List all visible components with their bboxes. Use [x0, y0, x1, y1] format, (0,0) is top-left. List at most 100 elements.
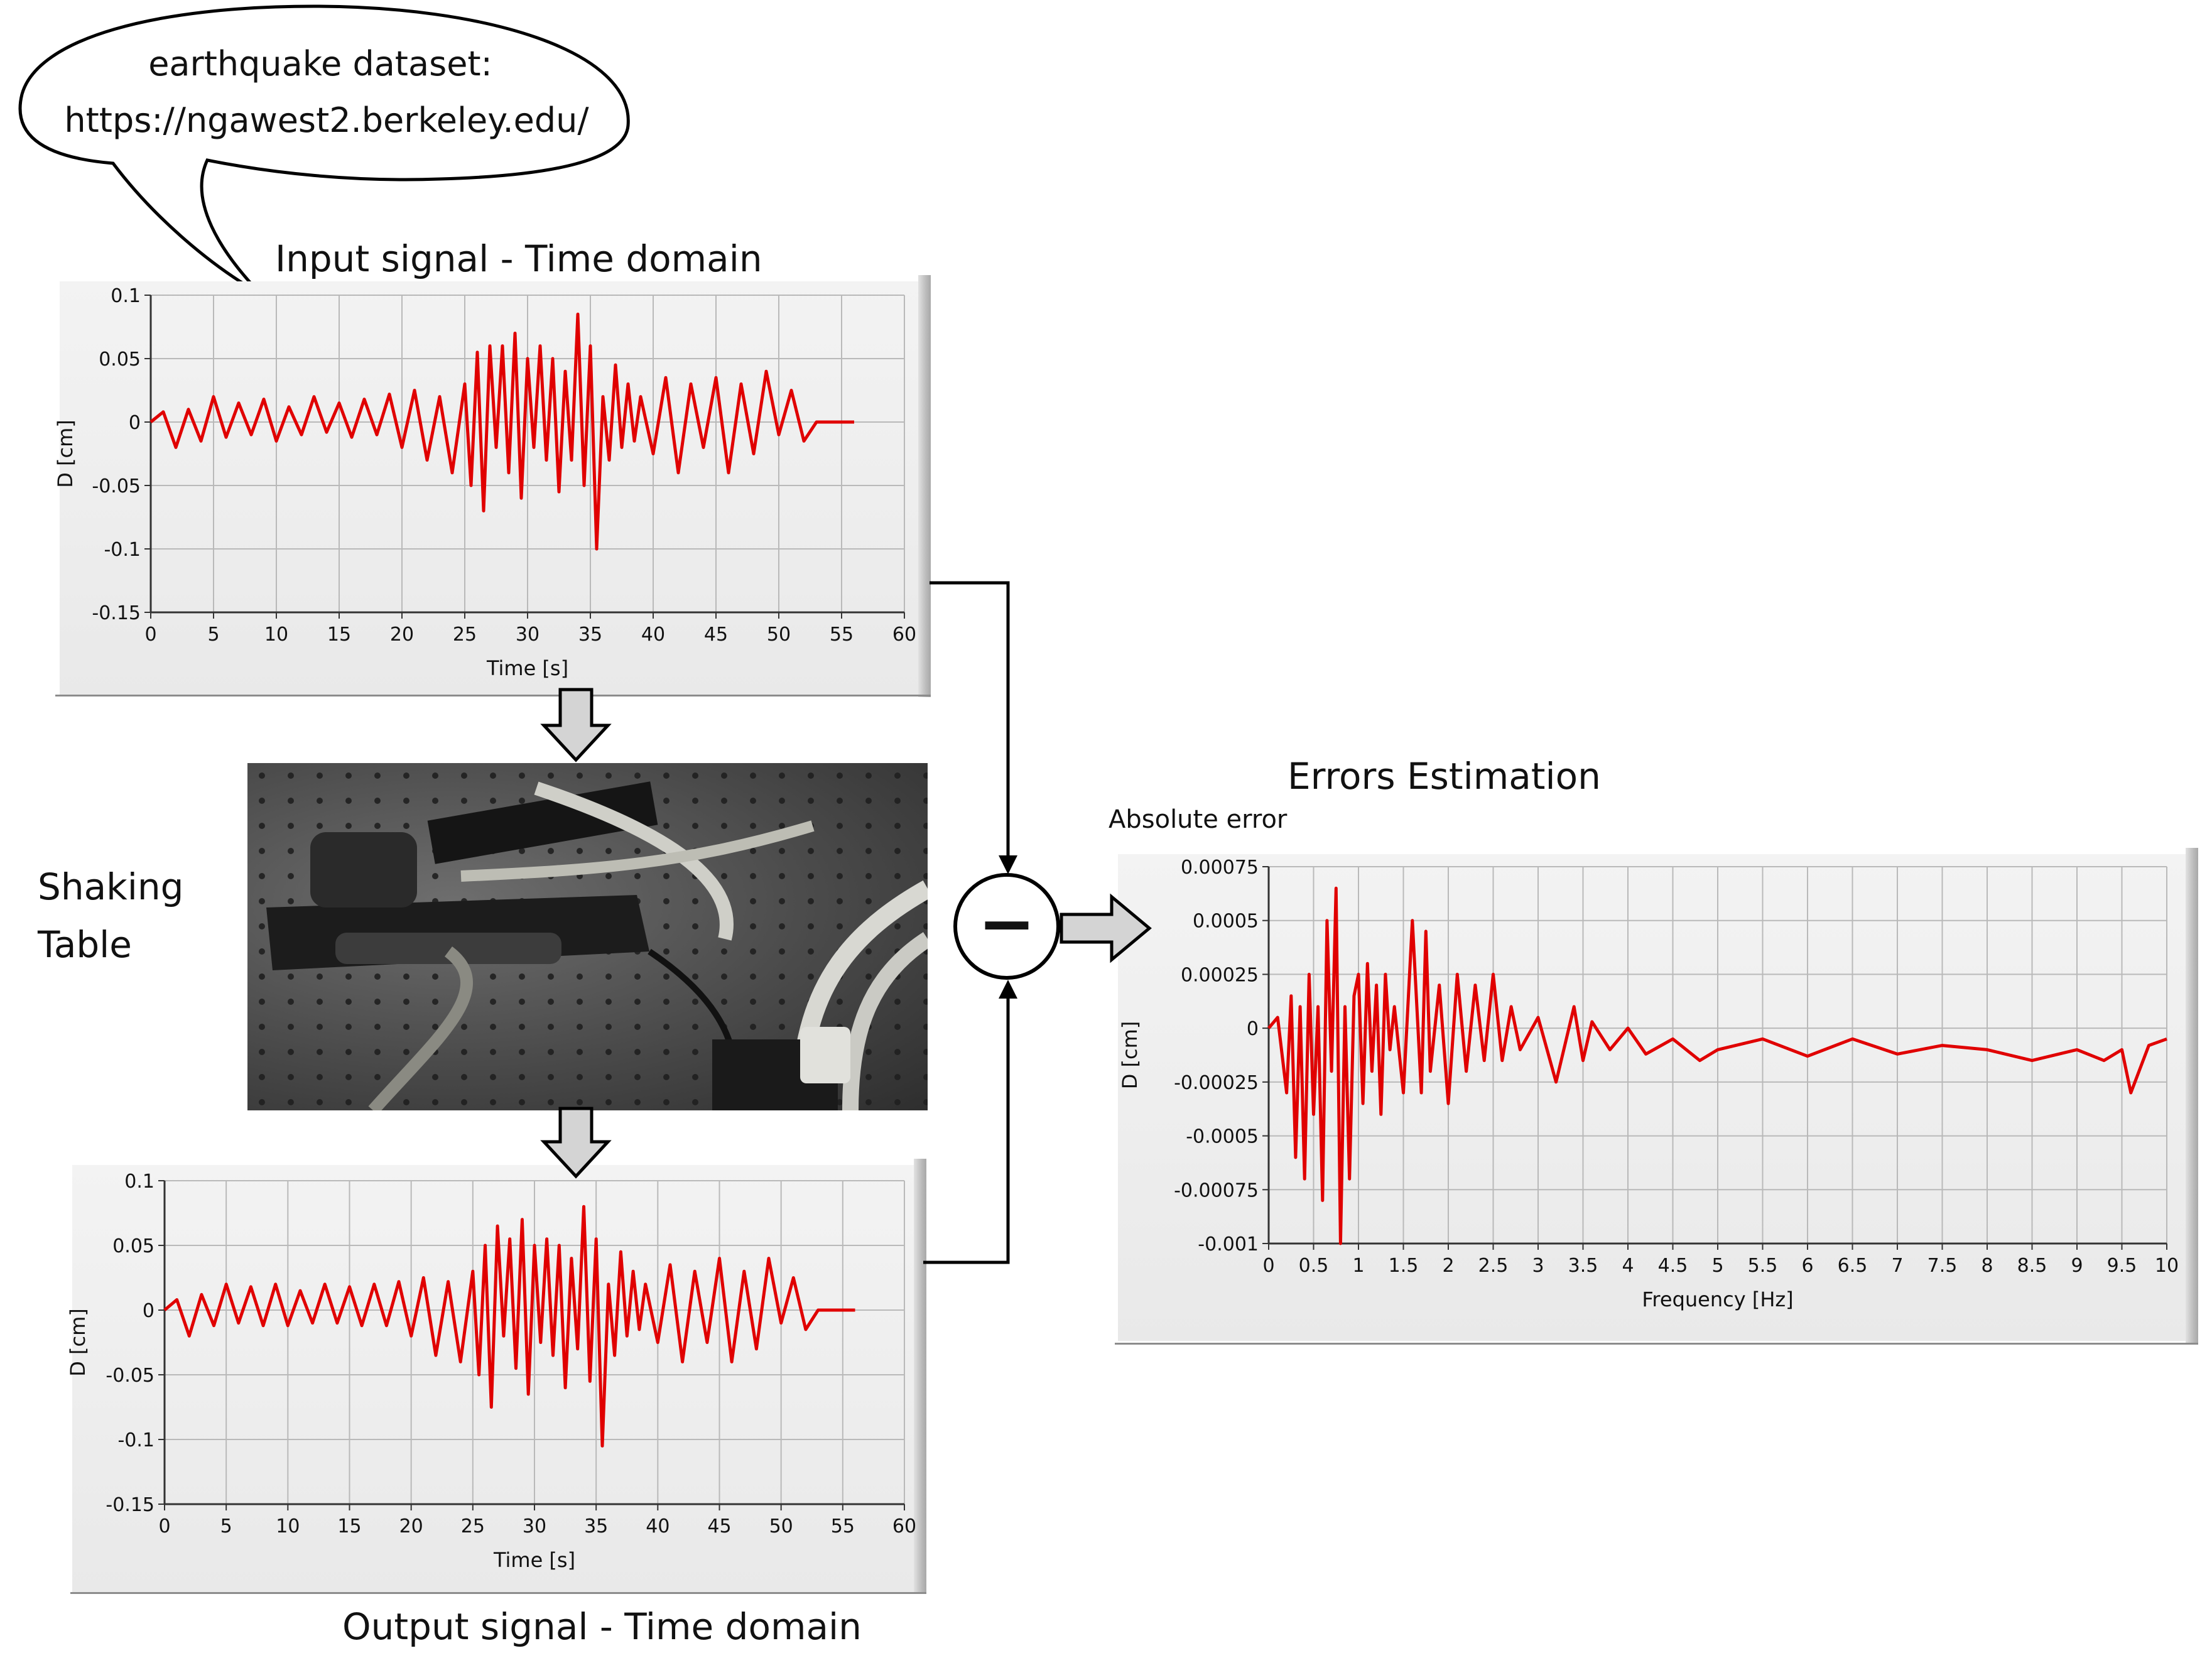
output-x-tick-label: 5: [220, 1515, 232, 1537]
errors-x-tick-label: 3.5: [1568, 1255, 1598, 1277]
errors-y-tick-label: 0.00025: [1181, 964, 1259, 986]
output-x-tick-label: 60: [892, 1515, 916, 1537]
input-x-tick-label: 60: [892, 624, 916, 646]
errors-x-tick-label: 1.5: [1389, 1255, 1419, 1277]
errors-x-tick-label: 9: [2071, 1255, 2083, 1277]
output-y-tick-label: -0.15: [106, 1494, 155, 1516]
errors-x-tick-label: 7: [1891, 1255, 1903, 1277]
errors-x-tick-label: 8.5: [2017, 1255, 2047, 1277]
input-series-line: [149, 312, 854, 551]
subtractor-circle: [953, 873, 1060, 980]
input-x-tick-label: 20: [390, 624, 414, 646]
output-x-tick-label: 0: [158, 1515, 170, 1537]
right-arrow: [1060, 893, 1152, 963]
output-signal-chart: 0 5 10 15 20 25 30 35 40 45 50 55 60 0.1 0.05 0 -0.05 -0.…: [66, 1171, 916, 1572]
errors-x-tick-label: 1: [1352, 1255, 1364, 1277]
shaking-table-label-line2: Table: [38, 923, 132, 966]
output-x-tick-label: 30: [523, 1515, 546, 1537]
errors-x-tick-label: 9.5: [2107, 1255, 2137, 1277]
input-x-tick-label: 0: [144, 624, 156, 646]
output-x-tick-label: 20: [399, 1515, 423, 1537]
input-chart-panel-edge: [918, 275, 931, 697]
errors-y-axis-label: D [cm]: [1118, 1021, 1142, 1090]
errors-x-tick-label: 10: [2155, 1255, 2179, 1277]
errors-x-tick-label: 2: [1442, 1255, 1454, 1277]
input-connector-arrowhead: [999, 855, 1017, 874]
output-x-tick-label: 25: [461, 1515, 485, 1537]
errors-x-tick-label: 4.5: [1658, 1255, 1688, 1277]
shaking-table-photo: [247, 763, 928, 1110]
errors-estimation-title: Errors Estimation: [1288, 755, 1601, 798]
shaking-table-label-line1: Shaking: [38, 865, 184, 908]
errors-x-tick-label: 5.5: [1748, 1255, 1778, 1277]
errors-y-tick-label: 0: [1247, 1018, 1259, 1040]
input-x-tick-label: 5: [207, 624, 219, 646]
input-y-tick-label: 0.05: [99, 349, 141, 371]
errors-y-tick-label: -0.00075: [1174, 1179, 1259, 1201]
input-signal-title: Input signal - Time domain: [275, 237, 762, 280]
bubble-line-1: earthquake dataset:: [148, 44, 492, 84]
output-series-line: [163, 1205, 855, 1448]
input-connector-line: [930, 581, 1010, 859]
input-x-tick-label: 10: [264, 624, 288, 646]
errors-y-tick-label: -0.0005: [1186, 1126, 1259, 1148]
down-arrow-2: [540, 1107, 612, 1179]
errors-x-tick-label: 0.5: [1299, 1255, 1329, 1277]
output-x-tick-label: 10: [276, 1515, 300, 1537]
output-y-tick-label: 0.1: [124, 1171, 155, 1193]
errors-x-tick-label: 0: [1262, 1255, 1274, 1277]
errors-x-tick-label: 2.5: [1478, 1255, 1509, 1277]
input-y-tick-label: 0.1: [111, 285, 141, 307]
errors-x-tick-label: 7.5: [1927, 1255, 1958, 1277]
errors-chart-panel-edge: [2186, 848, 2198, 1344]
input-y-tick-label: 0: [129, 412, 141, 434]
bubble-line-2: https://ngawest2.berkeley.edu/: [64, 100, 589, 140]
input-x-tick-label: 25: [453, 624, 477, 646]
input-x-tick-label: 50: [767, 624, 791, 646]
absolute-error-label: Absolute error: [1109, 805, 1288, 834]
input-x-tick-label: 40: [641, 624, 665, 646]
input-y-axis-label: D [cm]: [53, 420, 77, 488]
output-x-tick-label: 45: [707, 1515, 731, 1537]
input-y-tick-label: -0.15: [92, 602, 141, 624]
errors-chart: 0 0.5 1 1.5 2 2.5 3 3.5 4 4.5 5 5.5 6 6.5 7 7.5 8 8.5 9 9.5…: [1118, 857, 2179, 1311]
input-x-tick-label: 30: [516, 624, 539, 646]
minus-symbol: −: [977, 883, 1036, 963]
input-x-tick-label: 35: [578, 624, 602, 646]
output-x-tick-label: 40: [646, 1515, 670, 1537]
output-chart-panel-bottom: [70, 1592, 926, 1594]
output-x-axis-label: Time [s]: [493, 1548, 575, 1572]
errors-x-tick-label: 6: [1801, 1255, 1813, 1277]
input-signal-chart: 0 5 10 15 20 25 30 35 40 45 50 55 60 0.1 0.05 0 -0.05 -0.…: [53, 285, 916, 680]
input-chart-panel-bottom: [55, 695, 931, 696]
speech-bubble: [18, 4, 630, 296]
errors-x-tick-label: 8: [1981, 1255, 1993, 1277]
output-x-tick-label: 35: [584, 1515, 608, 1537]
errors-chart-panel-bottom: [1115, 1343, 2198, 1345]
output-y-tick-label: -0.1: [117, 1429, 155, 1451]
errors-x-tick-label: 5: [1711, 1255, 1723, 1277]
output-connector-arrowhead: [999, 980, 1017, 999]
errors-x-tick-label: 3: [1532, 1255, 1544, 1277]
input-x-tick-label: 15: [327, 624, 351, 646]
output-y-tick-label: 0: [143, 1300, 155, 1322]
errors-x-tick-label: 6.5: [1838, 1255, 1868, 1277]
input-chart-panel: [60, 281, 930, 696]
errors-y-tick-label: 0.0005: [1193, 911, 1259, 933]
errors-x-axis-label: Frequency [Hz]: [1642, 1287, 1793, 1311]
errors-y-tick-label: -0.00025: [1174, 1072, 1259, 1094]
output-x-tick-label: 15: [337, 1515, 361, 1537]
shaking-table-photo-art: [247, 763, 928, 1110]
output-x-tick-label: 50: [769, 1515, 793, 1537]
output-x-tick-label: 55: [831, 1515, 855, 1537]
input-x-axis-label: Time [s]: [486, 656, 568, 680]
output-y-axis-label: D [cm]: [66, 1308, 90, 1377]
errors-y-tick-label: -0.001: [1198, 1233, 1259, 1255]
input-x-tick-label: 55: [830, 624, 854, 646]
output-y-tick-label: -0.05: [106, 1365, 155, 1387]
errors-y-tick-label: 0.00075: [1181, 857, 1259, 879]
errors-x-tick-label: 4: [1622, 1255, 1634, 1277]
output-y-tick-label: 0.05: [112, 1235, 155, 1257]
output-signal-title: Output signal - Time domain: [342, 1605, 862, 1648]
